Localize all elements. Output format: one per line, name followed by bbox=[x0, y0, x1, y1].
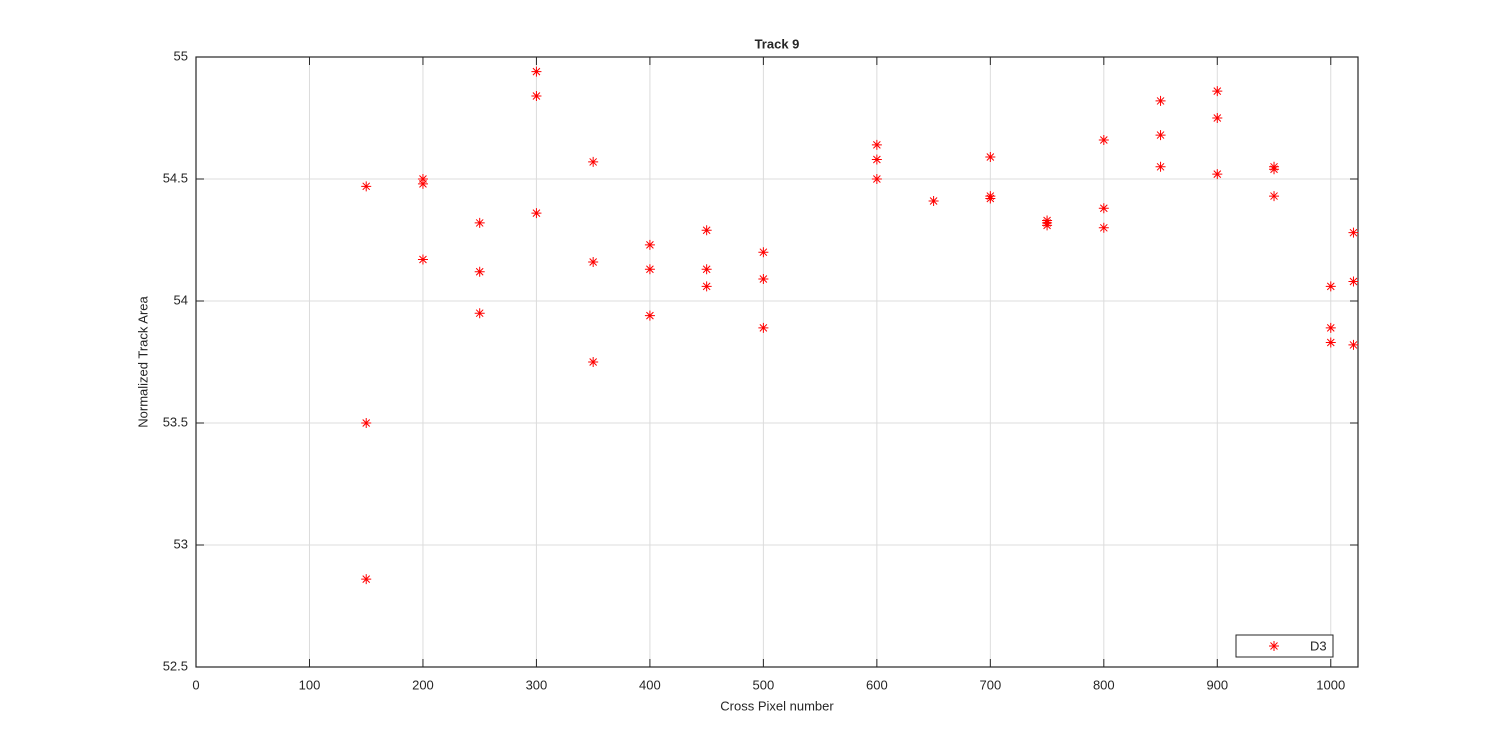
y-tick-label: 54.5 bbox=[163, 170, 188, 185]
point bbox=[1325, 322, 1336, 333]
point bbox=[474, 266, 485, 277]
point bbox=[1269, 164, 1280, 175]
x-tick-label: 1000 bbox=[1316, 677, 1345, 692]
point bbox=[1098, 203, 1109, 214]
point bbox=[588, 256, 599, 267]
point bbox=[361, 574, 372, 585]
point bbox=[758, 322, 769, 333]
point bbox=[531, 208, 542, 219]
point bbox=[474, 308, 485, 319]
point bbox=[531, 91, 542, 102]
x-tick-label: 0 bbox=[192, 677, 199, 692]
x-tick-label: 900 bbox=[1206, 677, 1228, 692]
x-tick-label: 800 bbox=[1093, 677, 1115, 692]
point bbox=[588, 357, 599, 367]
point bbox=[474, 217, 485, 228]
point bbox=[361, 418, 372, 428]
point bbox=[1098, 134, 1109, 145]
point bbox=[644, 239, 655, 250]
x-tick-label: 100 bbox=[299, 677, 321, 692]
point bbox=[1325, 337, 1336, 348]
y-tick-label: 55 bbox=[174, 48, 188, 63]
point bbox=[644, 310, 655, 321]
point bbox=[1155, 95, 1166, 106]
point bbox=[1348, 227, 1359, 238]
point bbox=[1212, 86, 1223, 97]
point bbox=[644, 264, 655, 275]
point bbox=[417, 178, 428, 189]
point bbox=[701, 225, 712, 236]
point bbox=[1348, 276, 1359, 287]
axes-box bbox=[195, 56, 1359, 668]
x-tick-label: 300 bbox=[526, 677, 548, 692]
point bbox=[588, 156, 599, 167]
chart-title: Track 9 bbox=[755, 36, 800, 51]
x-tick-label: 400 bbox=[639, 677, 661, 692]
x-tick-label: 700 bbox=[979, 677, 1001, 692]
point bbox=[1212, 169, 1223, 180]
point bbox=[758, 247, 769, 258]
x-tick-label: 200 bbox=[412, 677, 434, 692]
point bbox=[1269, 191, 1280, 202]
y-tick-label: 52.5 bbox=[163, 658, 188, 673]
y-tick-label: 53 bbox=[174, 536, 188, 551]
point bbox=[871, 154, 882, 165]
y-tick-label: 54 bbox=[174, 292, 188, 307]
x-axis-label: Cross Pixel number bbox=[720, 698, 834, 713]
point bbox=[1155, 161, 1166, 172]
point bbox=[531, 66, 542, 77]
legend-marker bbox=[1269, 641, 1279, 651]
x-tick-label: 600 bbox=[866, 677, 888, 692]
point bbox=[1042, 220, 1053, 231]
x-tick-label: 500 bbox=[753, 677, 775, 692]
legend-box bbox=[1235, 634, 1334, 658]
legend-label: D3 bbox=[1310, 638, 1327, 653]
point bbox=[1348, 339, 1359, 350]
point bbox=[361, 181, 372, 192]
point bbox=[701, 281, 712, 292]
point bbox=[701, 264, 712, 275]
point bbox=[758, 274, 769, 285]
y-tick-label: 53.5 bbox=[163, 414, 188, 429]
point bbox=[417, 254, 428, 265]
y-axis-label: Normalized Track Area bbox=[135, 295, 150, 427]
point bbox=[985, 193, 996, 204]
point bbox=[985, 152, 996, 163]
point bbox=[871, 174, 882, 184]
point bbox=[1098, 222, 1109, 233]
point bbox=[1325, 281, 1336, 292]
point bbox=[928, 195, 939, 206]
point bbox=[1155, 130, 1166, 141]
point bbox=[1212, 113, 1223, 123]
point bbox=[871, 139, 882, 150]
